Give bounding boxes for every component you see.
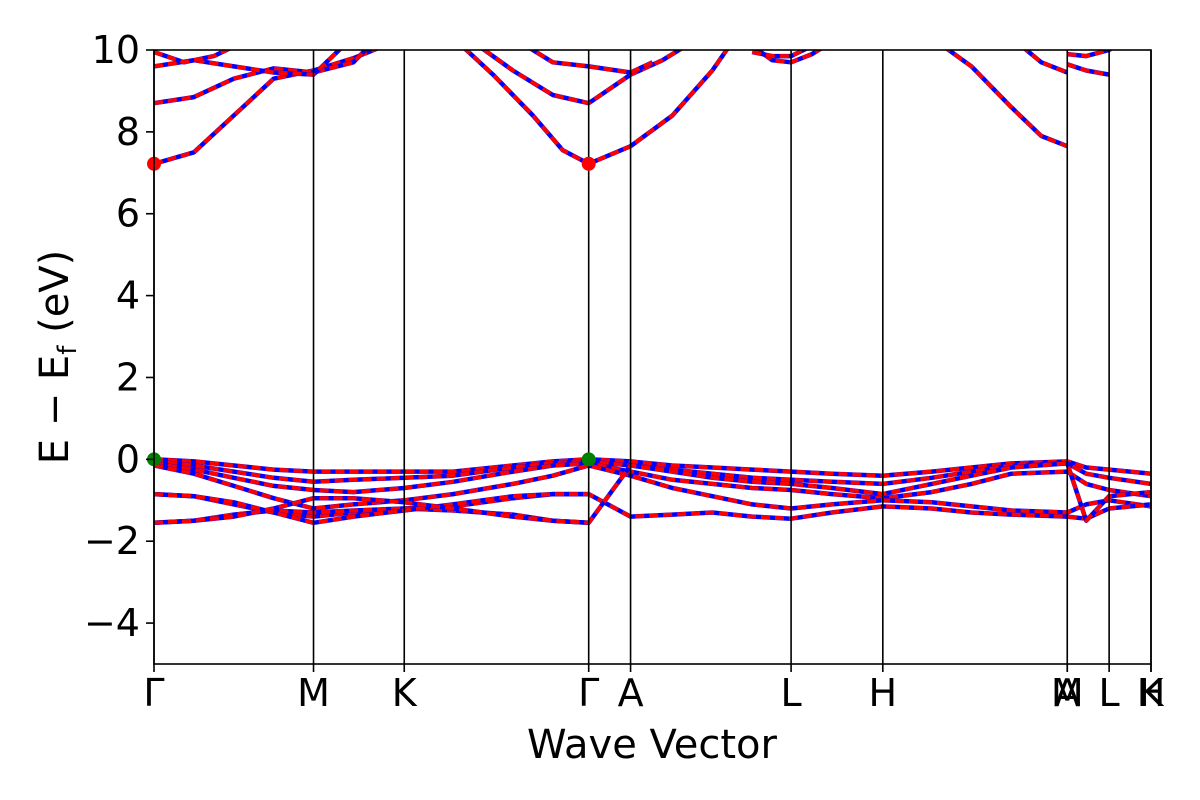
x-tick-label-2: M xyxy=(297,671,330,715)
band-20-spin-up xyxy=(154,492,589,525)
x-tick-label-9: M xyxy=(1051,671,1084,715)
band-9-spin-up xyxy=(751,50,809,59)
x-tick-label-4: Γ xyxy=(578,671,599,715)
y-tick-label: −4 xyxy=(84,601,140,645)
y-axis-label-unit: (eV) xyxy=(32,250,78,346)
x-tick-label-1: Γ xyxy=(143,671,164,715)
x-axis-label: Wave Vector xyxy=(527,722,778,768)
x-tick-label-3: K xyxy=(392,671,418,715)
band-11-spin-up xyxy=(1023,50,1069,75)
x-tick-label-6: L xyxy=(780,671,801,715)
band-1-spin-up xyxy=(154,50,380,166)
band-2-spin-down xyxy=(154,50,369,106)
y-tick-label: −2 xyxy=(84,519,140,563)
cbm-marker-2 xyxy=(581,156,596,171)
x-tick-label-7: H xyxy=(869,671,898,715)
y-axis: −4 −2 0 2 4 6 8 10 xyxy=(84,28,154,645)
plot-frame xyxy=(153,49,1152,665)
y-tick-label: 10 xyxy=(92,28,140,72)
band-10-spin-up xyxy=(945,50,1069,149)
band-21-spin-up xyxy=(154,496,589,525)
y-axis-label: E − Ef (eV) xyxy=(32,250,83,465)
x-tick-label-10: L xyxy=(1099,671,1120,715)
band-17-spin-up xyxy=(154,463,1151,515)
band-12-spin-up xyxy=(1066,62,1110,77)
band-4-spin-up xyxy=(154,50,232,65)
y-axis-label-subscript: f xyxy=(53,345,83,355)
x-tick-label-12: H xyxy=(1137,671,1166,715)
band-7-spin-up xyxy=(529,50,654,75)
y-tick-label: 8 xyxy=(116,110,140,154)
y-tick-label: 0 xyxy=(116,437,140,481)
band-13-spin-up xyxy=(1067,50,1113,59)
y-tick-label: 4 xyxy=(116,274,140,318)
x-tick-label-8: A xyxy=(1054,671,1080,715)
y-axis-label-main: E − E xyxy=(32,355,78,465)
vbm-marker-4 xyxy=(581,452,596,467)
x-axis: Γ M K Γ A L H AM L KH xyxy=(143,664,1165,715)
x-tick-label-11: K xyxy=(1139,671,1165,715)
y-tick-label: 2 xyxy=(116,355,140,399)
x-tick-label-5: A xyxy=(618,671,644,715)
y-tick-label: 6 xyxy=(116,192,140,236)
